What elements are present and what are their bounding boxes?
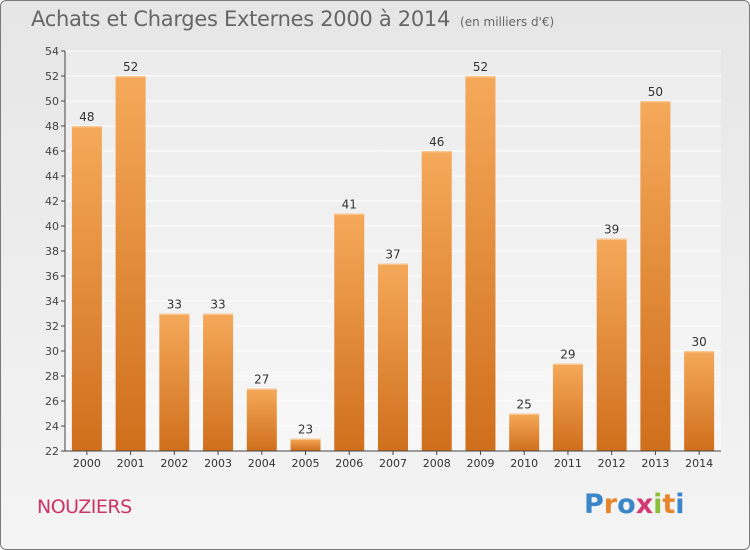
bar-highlight	[290, 438, 321, 440]
y-tick-label: 40	[45, 220, 59, 233]
data-label: 50	[648, 85, 663, 99]
bar-highlight	[246, 388, 277, 390]
y-tick-label: 46	[45, 145, 59, 158]
x-tick-label: 2001	[117, 457, 145, 470]
x-tick-label: 2000	[73, 457, 101, 470]
data-label: 41	[342, 198, 357, 212]
x-tick-label: 2014	[685, 457, 713, 470]
data-label: 33	[210, 298, 225, 312]
bar	[465, 76, 496, 451]
logo-letter: r	[603, 489, 618, 520]
bar	[509, 413, 540, 451]
bar	[115, 76, 146, 451]
x-tick-label: 2002	[160, 457, 188, 470]
y-tick-label: 32	[45, 320, 59, 333]
data-label: 29	[560, 348, 575, 362]
bar-highlight	[378, 263, 408, 265]
bar-highlight	[684, 351, 715, 353]
logo-letter: x	[635, 489, 654, 520]
data-label: 30	[691, 335, 706, 349]
data-label: 52	[473, 60, 488, 74]
x-tick-label: 2010	[510, 457, 538, 470]
y-tick-label: 22	[45, 445, 59, 458]
bar-highlight	[334, 213, 365, 215]
chart-subtitle: (en milliers d'€)	[460, 15, 555, 29]
logo-letter: P	[584, 489, 604, 520]
bar-highlight	[596, 238, 627, 240]
bar	[684, 351, 715, 451]
y-tick-label: 54	[45, 45, 59, 58]
logo-letter: i	[675, 489, 685, 520]
x-tick-label: 2008	[423, 457, 451, 470]
x-tick-label: 2012	[598, 457, 626, 470]
chart-title-row: Achats et Charges Externes 2000 à 2014 (e…	[31, 7, 554, 31]
bar-highlight	[421, 151, 452, 153]
y-tick-label: 50	[45, 95, 59, 108]
data-label: 23	[298, 423, 313, 437]
data-label: 27	[254, 373, 269, 387]
x-tick-label: 2007	[379, 457, 407, 470]
y-tick-label: 44	[45, 170, 59, 183]
bar-highlight	[640, 101, 671, 103]
chart-title: Achats et Charges Externes 2000 à 2014	[31, 7, 451, 31]
bar-highlight	[71, 126, 102, 128]
bar-highlight	[509, 413, 540, 415]
bar-highlight	[115, 76, 146, 78]
bar	[246, 388, 277, 451]
y-tick-label: 42	[45, 195, 59, 208]
y-tick-label: 28	[45, 370, 59, 383]
logo-letter: i	[653, 489, 663, 520]
logo-letter: o	[617, 489, 636, 520]
y-tick-label: 30	[45, 345, 59, 358]
x-tick-label: 2005	[292, 457, 320, 470]
data-label: 33	[167, 298, 182, 312]
bar	[159, 313, 190, 451]
data-label: 46	[429, 135, 444, 149]
x-tick-label: 2006	[335, 457, 363, 470]
data-label: 25	[517, 398, 532, 412]
bar	[334, 213, 365, 451]
y-tick-label: 26	[45, 395, 59, 408]
bar-highlight	[203, 313, 234, 315]
bar	[71, 126, 102, 451]
bar-highlight	[552, 363, 583, 365]
logo-letter: t	[662, 489, 676, 520]
y-tick-label: 48	[45, 120, 59, 133]
x-tick-label: 2009	[466, 457, 494, 470]
x-tick-label: 2004	[248, 457, 276, 470]
bar	[290, 438, 321, 451]
bar-highlight	[465, 76, 496, 78]
bar-highlight	[159, 313, 190, 315]
data-label: 39	[604, 223, 619, 237]
data-label: 48	[79, 110, 94, 124]
y-tick-label: 38	[45, 245, 59, 258]
place-name: NOUZIERS	[37, 496, 132, 518]
x-tick-label: 2003	[204, 457, 232, 470]
y-tick-label: 36	[45, 270, 59, 283]
bar	[640, 101, 671, 451]
y-tick-label: 52	[45, 70, 59, 83]
proxiti-logo: Proxiti	[584, 489, 685, 520]
bar	[596, 238, 627, 451]
x-tick-label: 2011	[554, 457, 582, 470]
y-tick-label: 34	[45, 295, 59, 308]
data-label: 37	[385, 248, 400, 262]
x-tick-label: 2013	[641, 457, 669, 470]
bar	[552, 363, 583, 451]
data-label: 52	[123, 60, 138, 74]
y-tick-label: 24	[45, 420, 59, 433]
bar	[378, 263, 408, 451]
bar	[203, 313, 234, 451]
bar	[421, 151, 452, 451]
